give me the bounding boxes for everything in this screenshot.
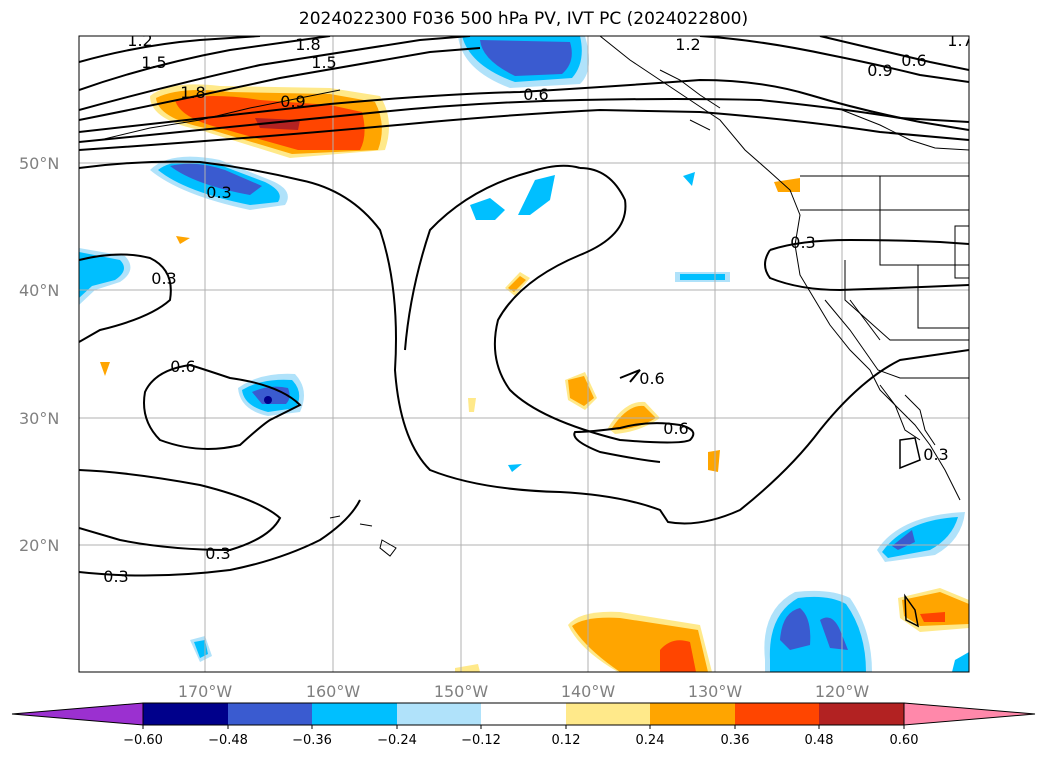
- contour-label: 1.2: [127, 31, 152, 50]
- colorbar-tick-label: 0.12: [552, 733, 581, 748]
- lon-label: 130°W: [688, 682, 743, 701]
- ivt-shading: [79, 36, 969, 672]
- contour-label: 0.3: [206, 183, 231, 202]
- contour-label: 1.5: [141, 53, 166, 72]
- contour-label: 0.6: [663, 419, 688, 438]
- colorbar-tick-label: 0.36: [721, 733, 750, 748]
- colorbar-tick-label: −0.48: [208, 733, 248, 748]
- colorbar-tick-label: 0.48: [805, 733, 834, 748]
- contour-label: 0.9: [867, 61, 892, 80]
- lat-label: 40°N: [19, 281, 59, 300]
- lat-label: 50°N: [19, 154, 59, 173]
- map-area: 1.2 1.8 1.5 1.5 1.2 0.9 0.6 1.8 0.9 0.6 …: [79, 31, 972, 672]
- contour-label: 1.2: [675, 35, 700, 54]
- colorbar-cell: [481, 703, 566, 725]
- lat-label: 30°N: [19, 409, 59, 428]
- contour-label: 0.9: [280, 92, 305, 111]
- contour-label: 1.5: [311, 53, 336, 72]
- colorbar-tick-label: −0.36: [292, 733, 332, 748]
- lon-label: 150°W: [434, 682, 489, 701]
- contour-labels: 1.2 1.8 1.5 1.5 1.2 0.9 0.6 1.8 0.9 0.6 …: [103, 31, 972, 586]
- contour-label: 0.3: [103, 567, 128, 586]
- lon-label: 160°W: [306, 682, 361, 701]
- lon-label: 170°W: [178, 682, 233, 701]
- colorbar-cell: [312, 703, 397, 725]
- map-frame: [78, 35, 970, 673]
- lat-label: 20°N: [19, 536, 59, 555]
- colorbar-cell: [735, 703, 819, 725]
- colorbar-tick-label: −0.12: [461, 733, 501, 748]
- contour-label: 1.8: [295, 35, 320, 54]
- lon-label: 140°W: [561, 682, 616, 701]
- pv-contours-thin: [899, 437, 921, 628]
- colorbar-tick-label: 0.24: [636, 733, 665, 748]
- longitude-labels: 170°W 160°W 150°W 140°W 130°W 120°W: [178, 682, 870, 701]
- contour-label: 0.6: [170, 357, 195, 376]
- colorbar-cell: [397, 703, 481, 725]
- colorbar-tick-label: 0.60: [890, 733, 919, 748]
- contour-label: 1.7: [947, 31, 972, 50]
- colorbar-cell: [650, 703, 735, 725]
- contour-label: 1.8: [180, 83, 205, 102]
- colorbar-tick-label: −0.60: [123, 733, 163, 748]
- coastlines: [99, 36, 969, 557]
- colorbar-cell: [819, 703, 904, 725]
- colorbar-cell: [228, 703, 312, 725]
- contour-label: 0.6: [639, 369, 664, 388]
- contour-label: 0.3: [790, 233, 815, 252]
- colorbar-min-extend: [11, 702, 144, 726]
- contour-label: 0.6: [523, 85, 548, 104]
- pv-contours: [79, 36, 969, 577]
- contour-label: 0.3: [151, 269, 176, 288]
- colorbar-max-extend: [903, 702, 1036, 726]
- gridlines: [79, 36, 969, 672]
- contour-label: 0.6: [901, 51, 926, 70]
- latitude-labels: 50°N 40°N 30°N 20°N: [19, 154, 59, 555]
- lon-label: 120°W: [815, 682, 870, 701]
- map-title: 2024022300 F036 500 hPa PV, IVT PC (2024…: [298, 9, 749, 29]
- contour-label: 0.3: [205, 544, 230, 563]
- contour-label: 0.3: [923, 445, 948, 464]
- colorbar: −0.60 −0.48 −0.36 −0.24 −0.12 0.12 0.24 …: [11, 702, 1036, 748]
- colorbar-cell: [566, 703, 650, 725]
- colorbar-cell: [143, 703, 228, 725]
- colorbar-tick-label: −0.24: [377, 733, 417, 748]
